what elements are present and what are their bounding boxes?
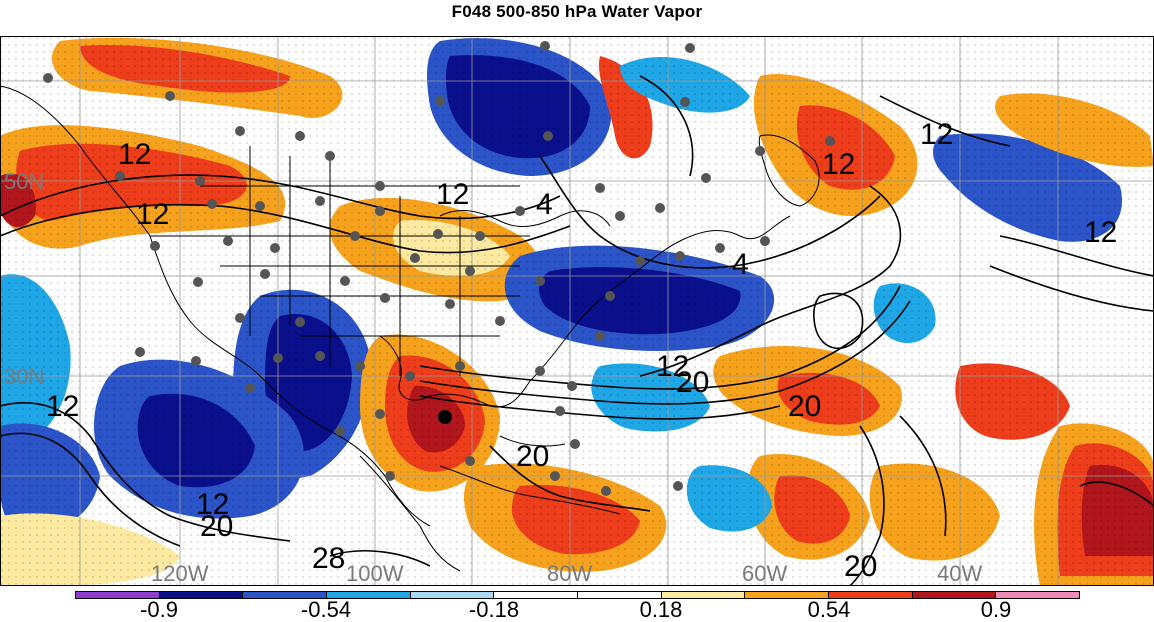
contour-label: 20 [844, 550, 877, 583]
lat-label-30n: 30N [4, 364, 44, 389]
station-dots [43, 41, 835, 496]
coastlines-and-borders [0, 85, 820, 572]
map-panel: 12 12 12 4 12 12 4 12 20 20 12 12 20 28 … [0, 36, 1154, 586]
colorbar-swatch [912, 592, 997, 598]
colorbar-tick-label: -0.54 [300, 597, 352, 622]
colorbar-swatch [829, 592, 913, 598]
contour-label: 4 [536, 188, 553, 221]
figure-title: F048 500-850 hPa Water Vapor [451, 2, 703, 21]
colorbar-swatch [996, 592, 1080, 598]
colorbar-swatch [745, 592, 830, 598]
lon-label-60w: 60W [742, 561, 787, 586]
lon-label-120w: 120W [151, 561, 209, 586]
colorbar-swatch [327, 592, 411, 598]
contour-label: 12 [196, 488, 229, 521]
contour-label: 12 [118, 138, 151, 171]
contour-label: 12 [436, 178, 469, 211]
lat-label-50n: 50N [4, 169, 44, 194]
contour-label: 12 [920, 118, 953, 151]
longitude-labels: 120W 100W 80W 60W 40W [151, 561, 982, 586]
contour-label: 12 [822, 148, 855, 181]
storm-center-marker [438, 410, 452, 424]
contour-label: 20 [516, 440, 549, 473]
lon-label-80w: 80W [547, 561, 592, 586]
colorbar-swatch [410, 592, 495, 598]
stipple-overlay [0, 36, 1154, 586]
contour-label: 12 [136, 198, 169, 231]
colorbar-tick-label: 0.9 [980, 597, 1012, 622]
colorbar [75, 591, 1080, 599]
colorbar-tick-label: 0.54 [807, 597, 851, 622]
contour-label: 20 [200, 510, 233, 543]
colorbar-tick-label: 0.18 [639, 597, 683, 622]
colorbar-swatch [578, 592, 662, 598]
lat-lon-grid [0, 36, 1154, 586]
colorbar-tick-label: -0.9 [140, 597, 178, 622]
colorbar-swatch [243, 592, 328, 598]
contour-label: 20 [788, 390, 821, 423]
lon-label-40w: 40W [937, 561, 982, 586]
contour-label: 28 [312, 542, 345, 575]
contour-lines [0, 75, 1154, 586]
colorbar-swatch [159, 592, 244, 598]
latitude-labels: 50N 30N [4, 169, 44, 389]
colorbar-tick-label: -0.18 [468, 597, 520, 622]
contour-labels: 12 12 12 4 12 12 4 12 20 20 12 12 20 28 … [46, 118, 1117, 583]
colorbar-tick-labels: -0.9 -0.54 -0.18 0.18 0.54 0.9 [0, 597, 1154, 622]
colorbar-swatch [661, 592, 746, 598]
water-vapor-map: 12 12 12 4 12 12 4 12 20 20 12 12 20 28 … [0, 36, 1154, 586]
contour-label: 4 [732, 248, 749, 281]
contour-label: 20 [676, 366, 709, 399]
lon-label-100w: 100W [346, 561, 404, 586]
colorbar-swatch [76, 592, 160, 598]
colorbar-swatch [494, 592, 579, 598]
contour-label: 12 [656, 350, 689, 383]
contour-label: 12 [1084, 216, 1117, 249]
contour-label: 12 [46, 390, 79, 423]
